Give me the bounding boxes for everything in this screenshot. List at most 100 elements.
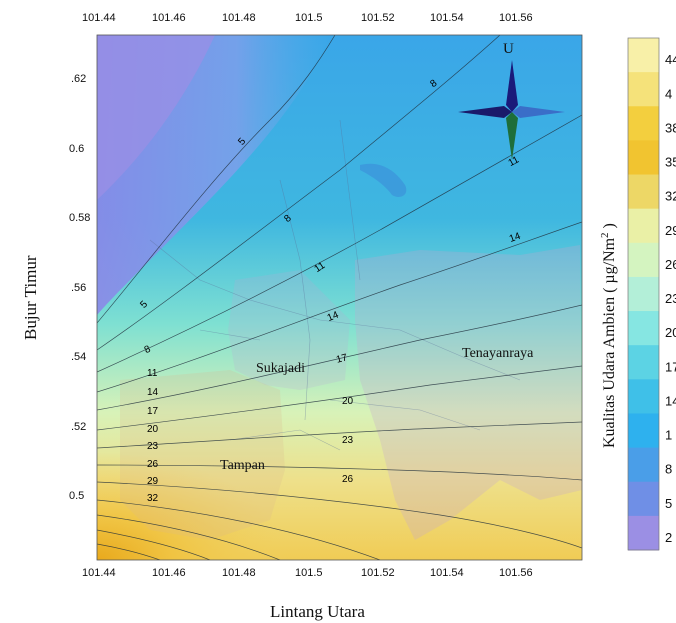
y-axis: .62 0.6 0.58 .56 .54 .52 0.5 (69, 73, 90, 502)
x-tick-label: 101.54 (430, 12, 464, 24)
x-tick-label: 101.48 (222, 12, 256, 24)
colorbar-tick-label: 29 (665, 223, 676, 238)
y-tick-label: 0.58 (69, 212, 90, 224)
river (360, 163, 407, 197)
map-roads (149, 119, 521, 451)
contour-label: 14 (326, 309, 341, 324)
contour-label: 17 (147, 406, 159, 417)
contour-label: 8 (143, 344, 153, 357)
y-tick-label: .52 (71, 421, 86, 433)
colorbar-swatch (628, 345, 659, 380)
colorbar-tick-label: 5 (665, 496, 672, 511)
x-tick-label: 101.46 (152, 12, 186, 24)
y-tick-label: .56 (71, 282, 86, 294)
x-tick-label: 101.54 (430, 567, 464, 579)
colorbar-tick-label: 26 (665, 257, 676, 272)
colorbar-swatch (628, 242, 659, 278)
high-concentration-zone (97, 380, 417, 560)
colorbar-tick-label: 20 (665, 325, 676, 340)
x-axis-title: Lintang Utara (270, 602, 365, 621)
colorbar-frame (627, 37, 660, 551)
colorbar-tick-label: 35 (665, 155, 676, 170)
colorbar-title-text: Kualitas Udara Ambien ( µg/Nm (601, 237, 618, 448)
x-tick-label: 101.52 (361, 12, 395, 24)
colorbar-swatch (628, 379, 659, 414)
compass-needle-south (506, 112, 518, 160)
colorbar-tick-label: 14 (665, 393, 676, 408)
x-tick-label: 101.52 (361, 567, 395, 579)
place-label-tenayanraya: Tenayanraya (462, 346, 534, 361)
contour-label: 23 (147, 441, 159, 452)
contour-lines (97, 35, 582, 560)
colorbar-swatch (628, 174, 659, 210)
contour-label: 23 (342, 435, 354, 446)
x-tick-label: 101.44 (82, 12, 116, 24)
contour-label: 8 (428, 78, 439, 90)
colorbar-swatch (628, 447, 659, 483)
contour-label: 20 (147, 424, 159, 435)
colorbar-swatch (628, 140, 659, 176)
contour-line (97, 543, 161, 560)
colorbar-title: Kualitas Udara Ambien ( µg/Nm2 ) (599, 223, 618, 448)
x-tick-label: 101.48 (222, 567, 256, 579)
x-tick-label: 101.5 (295, 12, 323, 24)
compass-needle-north (506, 60, 518, 112)
contour-label: 8 (282, 213, 294, 225)
colorbar-tick-label: 4 (665, 86, 672, 101)
colorbar-swatch (628, 208, 659, 244)
map-frame (96, 34, 583, 561)
contour-label: 20 (342, 396, 354, 407)
contour-line (97, 35, 501, 351)
contour-label: 14 (147, 387, 159, 398)
colorbar-swatch (628, 481, 659, 517)
colorbar-swatch (628, 311, 659, 346)
colorbar-swatch (628, 515, 659, 551)
contour-line (97, 304, 582, 411)
colorbar-tick-label: 8 (665, 462, 672, 477)
contour-labels: 5 8 11 14 5 8 11 14 17 20 23 26 29 32 8 … (138, 78, 522, 504)
x-tick-label: 101.46 (152, 567, 186, 579)
colorbar-tick-label: 32 (665, 189, 676, 204)
x-tick-label: 101.56 (499, 567, 533, 579)
contour-line (97, 421, 582, 449)
contour-line (97, 481, 582, 549)
colorbar-title-superscript: 2 (599, 232, 611, 238)
y-tick-label: .62 (71, 73, 86, 85)
north-label: U (503, 41, 514, 57)
contour-line (97, 499, 381, 560)
x-axis-bottom: 101.44 101.46 101.48 101.5 101.52 101.54… (82, 567, 533, 579)
colorbar-tick-label: 17 (665, 359, 676, 374)
contour-label: 26 (342, 474, 354, 485)
colorbar-tick-label: 38 (665, 120, 676, 135)
colorbar-tick-label: 2 (665, 530, 672, 545)
y-tick-label: 0.5 (69, 490, 84, 502)
colorbar-swatch (628, 276, 659, 312)
place-label-tampan: Tampan (220, 458, 265, 473)
contour-label: 26 (147, 459, 159, 470)
x-axis-top: 101.44 101.46 101.48 101.5 101.52 101.54… (82, 12, 533, 24)
colorbar-swatch (628, 38, 659, 73)
x-tick-label: 101.5 (295, 567, 323, 579)
contour-line (97, 114, 582, 373)
colorbar-swatch (628, 72, 659, 107)
y-axis-title: Bujur Timur (21, 255, 40, 340)
y-tick-label: 0.6 (69, 143, 84, 155)
place-label-sukajadi: Sukajadi (256, 361, 305, 376)
contour-line (97, 221, 582, 393)
map-plot-area: 5 8 11 14 5 8 11 14 17 20 23 26 29 32 8 … (97, 35, 582, 560)
north-arrow: U (458, 41, 565, 160)
colorbar-tick-label: 1 (665, 428, 672, 443)
compass-needle-west (458, 106, 512, 118)
contour-line (97, 464, 582, 481)
contour-line (97, 35, 336, 324)
x-tick-label: 101.56 (499, 12, 533, 24)
region-sukajadi (228, 270, 350, 390)
colorbar-swatch (628, 413, 659, 449)
colorbar-tick-label: 23 (665, 291, 676, 306)
contour-label: 14 (508, 231, 523, 245)
y-tick-label: .54 (71, 351, 86, 363)
lowest-concentration-zone (97, 35, 215, 200)
colorbar-tick-label: 44 (665, 52, 676, 67)
